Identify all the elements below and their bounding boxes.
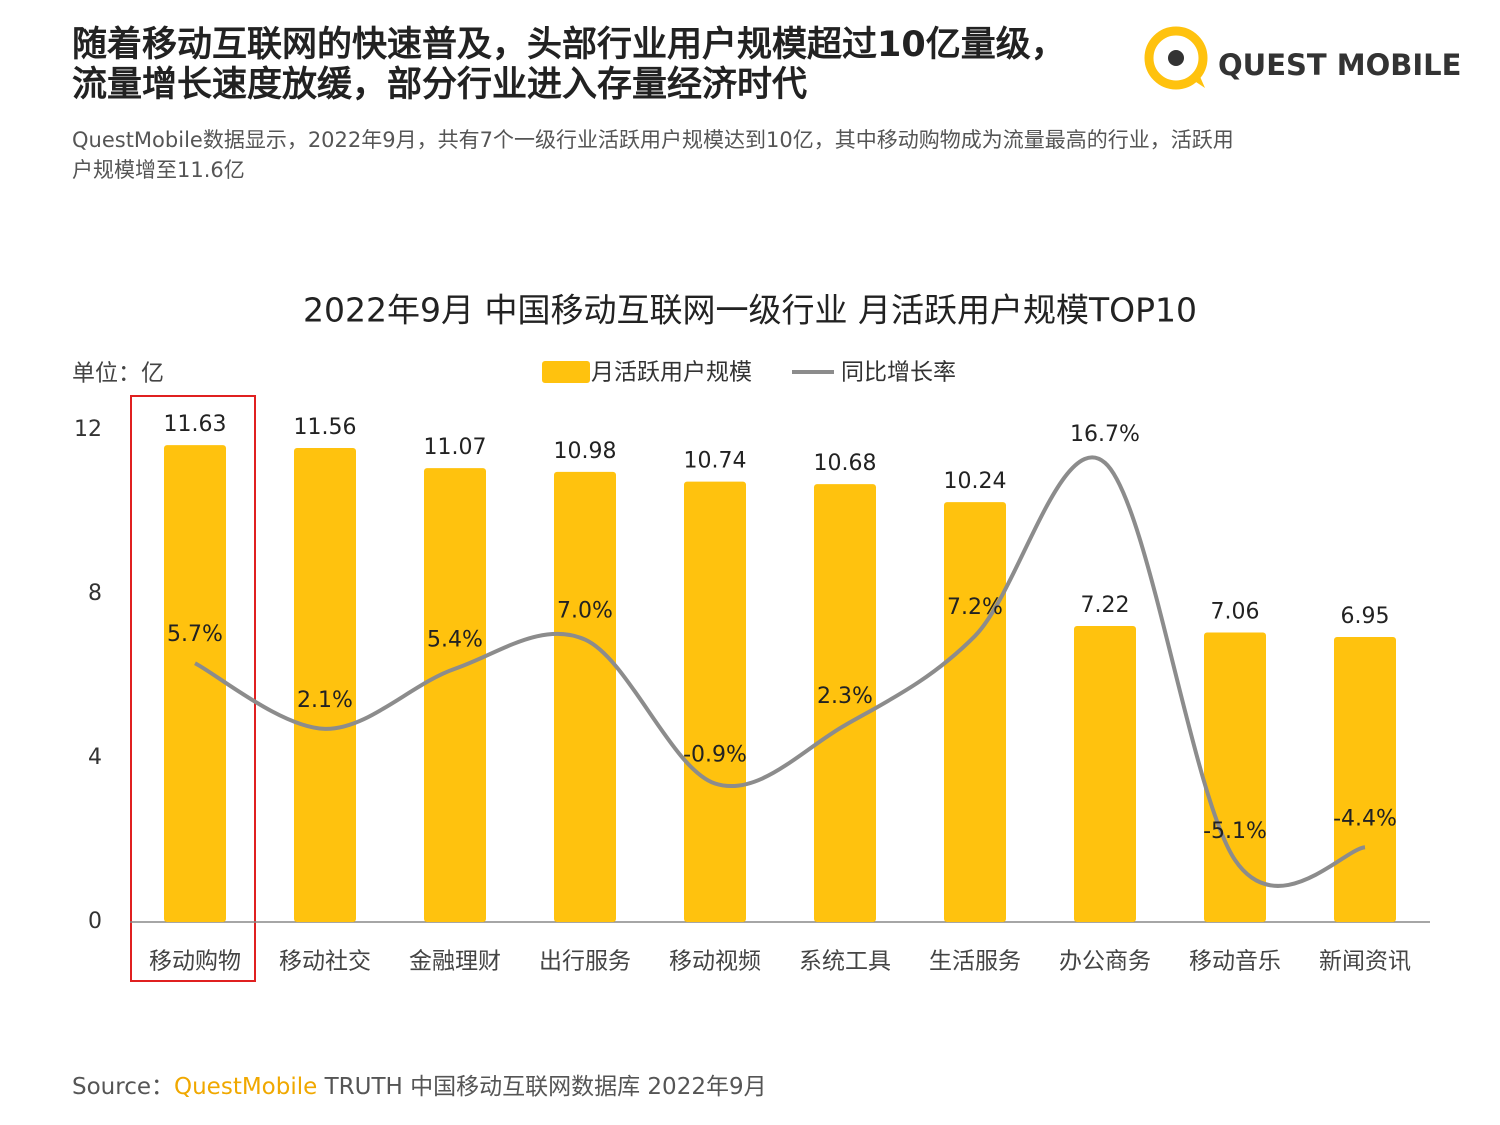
logo-text: QUEST MOBILE: [1218, 48, 1461, 82]
line-value-label: 7.2%: [947, 595, 1003, 620]
source-brand: QuestMobile: [174, 1074, 317, 1100]
source-rest: TRUTH 中国移动互联网数据库 2022年9月: [317, 1074, 766, 1100]
y-tick-label: 4: [88, 745, 102, 770]
bar-value-label: 7.22: [1081, 593, 1130, 618]
bar: [814, 484, 876, 922]
headline: 流量增长速度放缓，部分行业进入存量经济时代: [72, 65, 807, 105]
bar: [684, 481, 746, 922]
line-value-label: 5.4%: [427, 628, 483, 653]
bar: [424, 468, 486, 922]
plot: 0 4 8 12 移动购物 移动社交 金融理财 出行服务 移动视频 系统工具 生活服务 办公商务 移动音…: [74, 360, 1430, 975]
bar-value-label: 10.24: [944, 469, 1007, 494]
line-value-label: 7.0%: [557, 599, 613, 624]
legend-label: 同比增长率: [841, 360, 956, 386]
line-value-label: 16.7%: [1070, 422, 1140, 447]
line-value-label: -0.9%: [683, 743, 747, 768]
unit-label: 单位：亿: [72, 361, 164, 387]
bar-value-label: 7.06: [1211, 600, 1260, 625]
headline: 随着移动互联网的快速普及，头部行业用户规模超过10亿量级，: [72, 25, 1066, 65]
bar-value-label: 11.63: [164, 412, 227, 437]
y-tick-label: 12: [74, 417, 102, 442]
bar: [294, 448, 356, 922]
x-tick-label: 移动音乐: [1189, 949, 1281, 975]
subtitle: QuestMobile数据显示，2022年9月，共有7个一级行业活跃用户规模达到…: [72, 128, 1234, 152]
bar: [1074, 625, 1136, 922]
line-value-label: 5.7%: [167, 622, 223, 647]
bar-value-label: 10.74: [684, 449, 747, 474]
bar: [1334, 637, 1396, 922]
source-prefix: Source：: [72, 1074, 174, 1100]
source: Source：QuestMobile TRUTH 中国移动互联网数据库 2022…: [72, 1074, 767, 1100]
x-tick-label: 出行服务: [539, 949, 631, 975]
chart-title: 2022年9月 中国移动互联网一级行业 月活跃用户规模TOP10: [303, 291, 1197, 330]
x-tick-label: 金融理财: [409, 949, 501, 975]
bar: [1204, 632, 1266, 922]
x-tick-label: 生活服务: [929, 949, 1021, 975]
x-tick-label: 移动社交: [279, 949, 371, 975]
x-tick-label: 新闻资讯: [1319, 949, 1411, 975]
x-tick-label: 移动购物: [149, 949, 241, 975]
bar-value-label: 10.68: [814, 451, 877, 476]
line-value-label: 2.3%: [817, 684, 873, 709]
line-value-label: -5.1%: [1203, 819, 1267, 844]
bar: [944, 502, 1006, 922]
line-value-label: -4.4%: [1333, 806, 1397, 831]
logo-icon: [1144, 26, 1208, 90]
line: [194, 455, 1366, 888]
legend-label: 月活跃用户规模: [591, 360, 752, 386]
bar-value-label: 10.98: [554, 439, 617, 464]
bar: [554, 471, 616, 922]
bar-value-label: 11.07: [424, 435, 487, 460]
subtitle: 户规模增至11.6亿: [72, 158, 245, 182]
y-tick-label: 0: [88, 909, 102, 934]
x-tick-label: 移动视频: [669, 949, 761, 975]
bar-value-label: 6.95: [1341, 604, 1390, 629]
x-tick-label: 系统工具: [799, 949, 891, 975]
legend-swatch: [542, 361, 590, 383]
bar-value-label: 11.56: [294, 415, 357, 440]
bar: [164, 445, 226, 922]
x-tick-label: 办公商务: [1059, 949, 1151, 975]
y-tick-label: 8: [88, 581, 102, 606]
line-value-label: 2.1%: [297, 688, 353, 713]
highlight-box: [130, 395, 256, 982]
